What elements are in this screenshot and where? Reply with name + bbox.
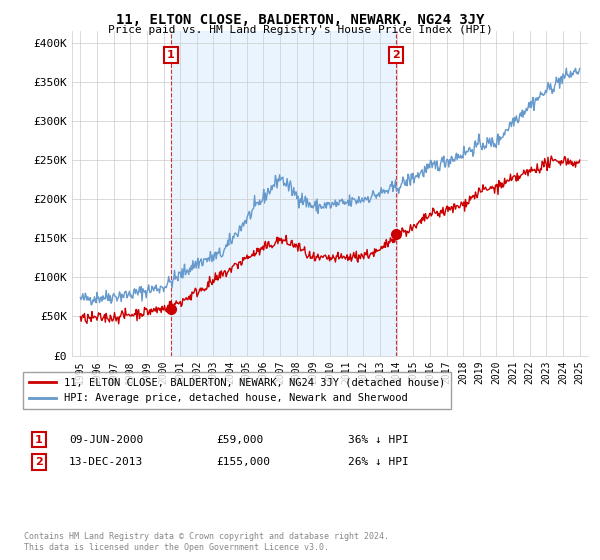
- Text: 36% ↓ HPI: 36% ↓ HPI: [348, 435, 409, 445]
- Text: 26% ↓ HPI: 26% ↓ HPI: [348, 457, 409, 467]
- Text: 13-DEC-2013: 13-DEC-2013: [69, 457, 143, 467]
- Text: 09-JUN-2000: 09-JUN-2000: [69, 435, 143, 445]
- Legend: 11, ELTON CLOSE, BALDERTON, NEWARK, NG24 3JY (detached house), HPI: Average pric: 11, ELTON CLOSE, BALDERTON, NEWARK, NG24…: [23, 372, 451, 409]
- Bar: [171, 31, 396, 356]
- Text: 11, ELTON CLOSE, BALDERTON, NEWARK, NG24 3JY: 11, ELTON CLOSE, BALDERTON, NEWARK, NG24…: [116, 13, 484, 27]
- Text: £59,000: £59,000: [216, 435, 263, 445]
- Text: 1: 1: [35, 435, 43, 445]
- Text: Contains HM Land Registry data © Crown copyright and database right 2024.
This d: Contains HM Land Registry data © Crown c…: [24, 532, 389, 552]
- Text: 2: 2: [35, 457, 43, 467]
- Text: 1: 1: [167, 50, 175, 60]
- Text: £155,000: £155,000: [216, 457, 270, 467]
- Text: Price paid vs. HM Land Registry's House Price Index (HPI): Price paid vs. HM Land Registry's House …: [107, 25, 493, 35]
- Text: 2: 2: [392, 50, 400, 60]
